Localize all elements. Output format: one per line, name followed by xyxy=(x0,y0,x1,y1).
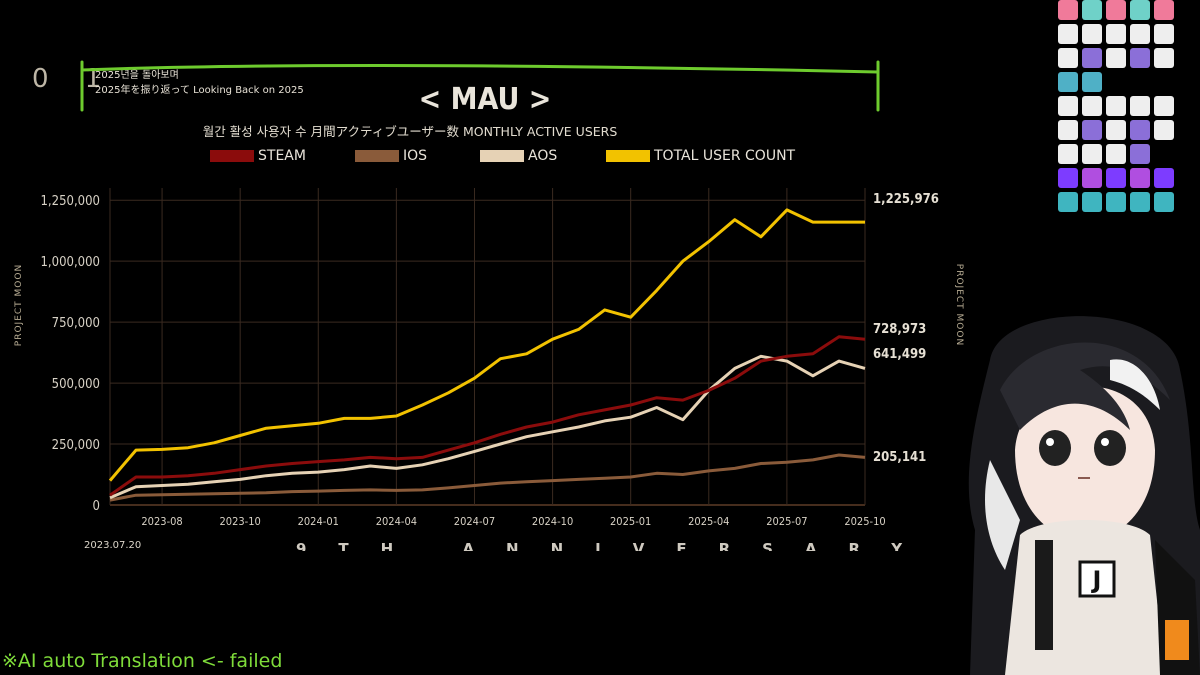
legend-label-ios: IOS xyxy=(403,148,428,164)
avatar-badge xyxy=(1078,560,1116,598)
legend-swatch-steam xyxy=(210,150,254,162)
x-tick-label: 2024-07 xyxy=(454,515,495,528)
legend-total: TOTAL USER COUNT xyxy=(606,148,795,164)
legend-swatch-total xyxy=(606,150,650,162)
y-tick-label: 1,250,000 xyxy=(40,194,100,209)
x-tick-label: 2025-07 xyxy=(766,515,807,528)
end-value-label: 641,499 xyxy=(873,347,926,362)
x-tick-label: 2024-10 xyxy=(532,515,573,528)
chart-title: < MAU > xyxy=(418,82,552,117)
start-date: 2023.07.20 xyxy=(84,540,142,551)
end-value-label: 728,973 xyxy=(873,322,926,337)
y-tick-label: 0 xyxy=(93,499,100,514)
vtuber-avatar: J xyxy=(968,316,1200,675)
y-tick-label: 750,000 xyxy=(52,316,100,331)
legend-label-total: TOTAL USER COUNT xyxy=(654,148,796,164)
translation-caption: ※AI auto Translation <- failed xyxy=(2,650,283,672)
chart-subtitle: 월간 활성 사용자 수 月間アクティブユーザー数 MONTHLY ACTIVE … xyxy=(202,124,618,139)
side-label-left: PROJECT MOON xyxy=(14,263,25,347)
emote-row xyxy=(1058,48,1178,68)
legend-aos: AOS xyxy=(480,148,557,164)
emote-row xyxy=(1058,120,1178,140)
x-tick-label: 2023-10 xyxy=(220,515,261,528)
green-annotation-bracket xyxy=(80,60,880,112)
subtitle-japanese-english: 2025年を振り返って Looking Back on 2025 xyxy=(95,85,304,96)
legend-swatch-ios xyxy=(355,150,399,162)
series-line-aos xyxy=(109,354,866,500)
avatar-badge-letter: J xyxy=(1091,566,1102,594)
subtitle-korean: 2025년을 돌아보며 xyxy=(95,70,179,81)
x-tick-label: 2024-01 xyxy=(298,515,339,528)
x-tick-label: 2025-01 xyxy=(610,515,651,528)
emote-row xyxy=(1058,24,1178,44)
x-tick-label: 2025-10 xyxy=(844,515,885,528)
emote-row xyxy=(1058,72,1178,92)
mau-line-chart: 0 250,000 500,000 750,000 1,000,000 1,250,000… xyxy=(40,188,939,528)
series-line-ios xyxy=(109,453,866,502)
emote-row xyxy=(1058,144,1178,164)
x-tick-label: 2024-04 xyxy=(376,515,417,528)
legend-swatch-aos xyxy=(480,150,524,162)
legend-label-steam: STEAM xyxy=(258,148,306,164)
end-value-label: 1,225,976 xyxy=(873,192,939,207)
emote-row xyxy=(1058,192,1178,212)
chat-emote-column xyxy=(1058,0,1178,290)
legend-ios: IOS xyxy=(355,148,427,164)
emote-row xyxy=(1058,96,1178,116)
legend-label-aos: AOS xyxy=(528,148,558,164)
emote-row xyxy=(1058,0,1178,20)
series-line-steam xyxy=(109,335,866,497)
anniversary-text: 9TH ANNIVERSARY xyxy=(296,540,935,551)
end-value-label: 205,141 xyxy=(873,450,926,465)
y-tick-label: 500,000 xyxy=(52,377,100,392)
x-tick-label: 2023-08 xyxy=(141,515,182,528)
y-tick-label: 250,000 xyxy=(52,438,100,453)
series-line-total-user-count xyxy=(108,208,865,482)
emote-row xyxy=(1058,168,1178,188)
y-tick-label: 1,000,000 xyxy=(40,255,100,270)
legend-steam: STEAM xyxy=(210,148,306,164)
x-tick-label: 2025-04 xyxy=(688,515,729,528)
